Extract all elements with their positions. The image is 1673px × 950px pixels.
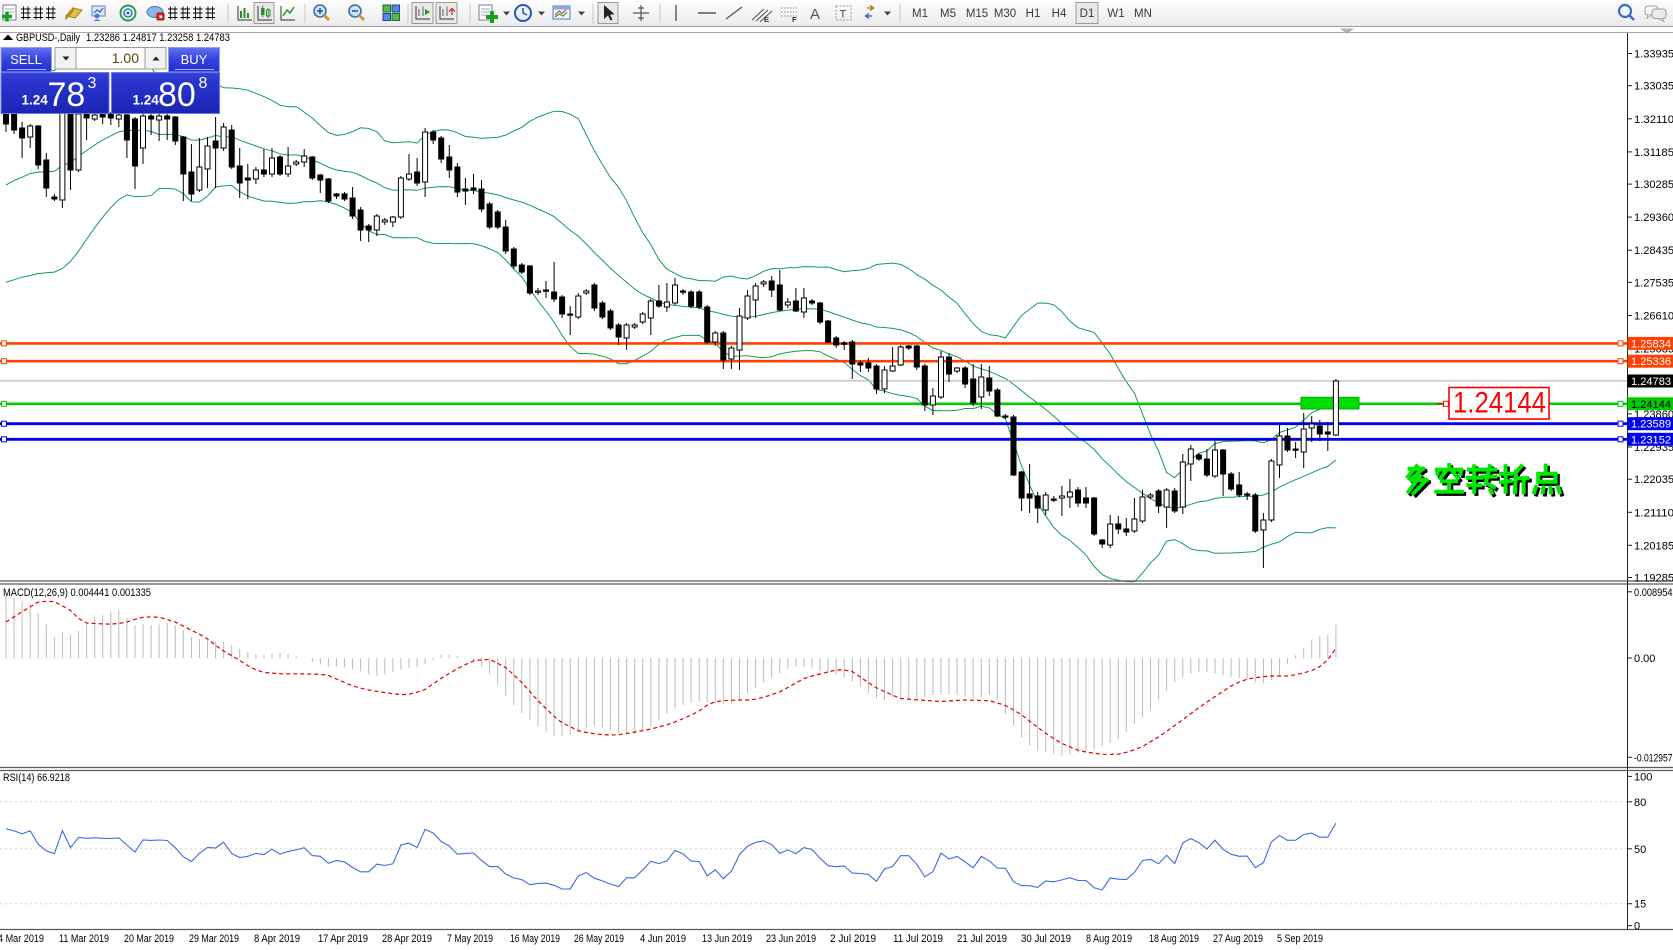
svg-text:-0.012957: -0.012957 xyxy=(1634,752,1673,764)
svg-text:H4: H4 xyxy=(1052,8,1067,20)
svg-text:1.29360: 1.29360 xyxy=(1634,212,1673,224)
svg-text:1.21110: 1.21110 xyxy=(1634,507,1673,519)
svg-text:13 Jun 2019: 13 Jun 2019 xyxy=(702,933,752,945)
svg-text:M15: M15 xyxy=(966,8,988,20)
svg-text:27 Aug 2019: 27 Aug 2019 xyxy=(1213,933,1263,945)
svg-text:F: F xyxy=(792,15,797,24)
svg-text:MN: MN xyxy=(1134,8,1152,20)
svg-text:17 Apr 2019: 17 Apr 2019 xyxy=(318,933,368,945)
svg-text:SELL: SELL xyxy=(10,52,42,67)
svg-text:1.33935: 1.33935 xyxy=(1634,49,1673,61)
svg-text:1.30285: 1.30285 xyxy=(1634,179,1673,191)
svg-text:78: 78 xyxy=(48,76,86,114)
svg-text:1.19285: 1.19285 xyxy=(1634,573,1673,585)
svg-text:H1: H1 xyxy=(1026,8,1041,20)
svg-text:M30: M30 xyxy=(994,8,1016,20)
svg-text:16 May 2019: 16 May 2019 xyxy=(510,933,560,945)
svg-text:7 May 2019: 7 May 2019 xyxy=(447,933,493,945)
svg-text:1.32110: 1.32110 xyxy=(1634,114,1673,126)
svg-text:RSI(14) 66.9218: RSI(14) 66.9218 xyxy=(3,772,70,784)
svg-text:11 Jul 2019: 11 Jul 2019 xyxy=(893,933,943,945)
svg-text:1.22035: 1.22035 xyxy=(1634,474,1673,486)
svg-text:BUY: BUY xyxy=(181,52,208,67)
svg-text:E: E xyxy=(764,15,769,24)
svg-text:4 Jun 2019: 4 Jun 2019 xyxy=(640,933,686,945)
svg-text:18 Aug 2019: 18 Aug 2019 xyxy=(1149,933,1199,945)
svg-text:15: 15 xyxy=(1634,899,1646,911)
svg-text:1.24: 1.24 xyxy=(22,93,49,108)
svg-text:26 May 2019: 26 May 2019 xyxy=(574,933,624,945)
svg-text:1.25336: 1.25336 xyxy=(1631,356,1671,368)
svg-text:M1: M1 xyxy=(912,8,928,20)
svg-text:1.00: 1.00 xyxy=(112,50,139,66)
svg-text:80: 80 xyxy=(1634,797,1646,809)
svg-text:1.33035: 1.33035 xyxy=(1634,81,1673,93)
svg-text:1.20185: 1.20185 xyxy=(1634,540,1673,552)
svg-text:11 Mar 2019: 11 Mar 2019 xyxy=(59,933,109,945)
svg-text:100: 100 xyxy=(1634,771,1652,783)
svg-text:23 Jun 2019: 23 Jun 2019 xyxy=(766,933,816,945)
svg-text:30 Jul 2019: 30 Jul 2019 xyxy=(1021,933,1071,945)
svg-text:1.24: 1.24 xyxy=(133,93,160,108)
svg-text:1.24144: 1.24144 xyxy=(1453,387,1546,420)
svg-text:3: 3 xyxy=(88,75,97,92)
svg-text:20 Mar 2019: 20 Mar 2019 xyxy=(124,933,174,945)
svg-text:W1: W1 xyxy=(1107,8,1124,20)
svg-text:8 Aug 2019: 8 Aug 2019 xyxy=(1086,933,1132,945)
svg-text:5 Sep 2019: 5 Sep 2019 xyxy=(1277,933,1323,945)
svg-text:1.27535: 1.27535 xyxy=(1634,277,1673,289)
svg-text:A: A xyxy=(810,6,820,23)
svg-text:MACD(12,26,9) 0.004441 0.00133: MACD(12,26,9) 0.004441 0.001335 xyxy=(3,587,151,599)
svg-text:1.28435: 1.28435 xyxy=(1634,245,1673,257)
svg-text:4 Mar 2019: 4 Mar 2019 xyxy=(0,933,44,945)
svg-text:21 Jul 2019: 21 Jul 2019 xyxy=(957,933,1007,945)
svg-text:M5: M5 xyxy=(940,8,956,20)
svg-text:D1: D1 xyxy=(1080,8,1095,20)
svg-text:8: 8 xyxy=(199,75,208,92)
svg-text:1.23152: 1.23152 xyxy=(1631,434,1671,446)
svg-text:1.23286 1.24817 1.23258 1.2478: 1.23286 1.24817 1.23258 1.24783 xyxy=(86,32,230,44)
svg-text:1.24144: 1.24144 xyxy=(1631,399,1671,411)
svg-text:8 Apr 2019: 8 Apr 2019 xyxy=(254,933,300,945)
svg-text:1.24783: 1.24783 xyxy=(1631,376,1671,388)
svg-text:80: 80 xyxy=(158,76,196,114)
svg-text:0.008954: 0.008954 xyxy=(1634,587,1673,599)
svg-text:1.31185: 1.31185 xyxy=(1634,147,1673,159)
svg-text:28 Apr 2019: 28 Apr 2019 xyxy=(382,933,432,945)
svg-text:0: 0 xyxy=(1634,921,1640,933)
svg-text:0.00: 0.00 xyxy=(1634,653,1655,665)
svg-text:2 Jul 2019: 2 Jul 2019 xyxy=(830,933,876,945)
svg-text:1.25834: 1.25834 xyxy=(1631,338,1671,350)
svg-text:50: 50 xyxy=(1634,844,1646,856)
svg-text:29 Mar 2019: 29 Mar 2019 xyxy=(189,933,239,945)
svg-text:GBPUSD-,Daily: GBPUSD-,Daily xyxy=(16,32,80,44)
svg-text:T: T xyxy=(840,9,847,21)
svg-text:1.23589: 1.23589 xyxy=(1631,419,1671,431)
svg-text:1.26610: 1.26610 xyxy=(1634,311,1673,323)
